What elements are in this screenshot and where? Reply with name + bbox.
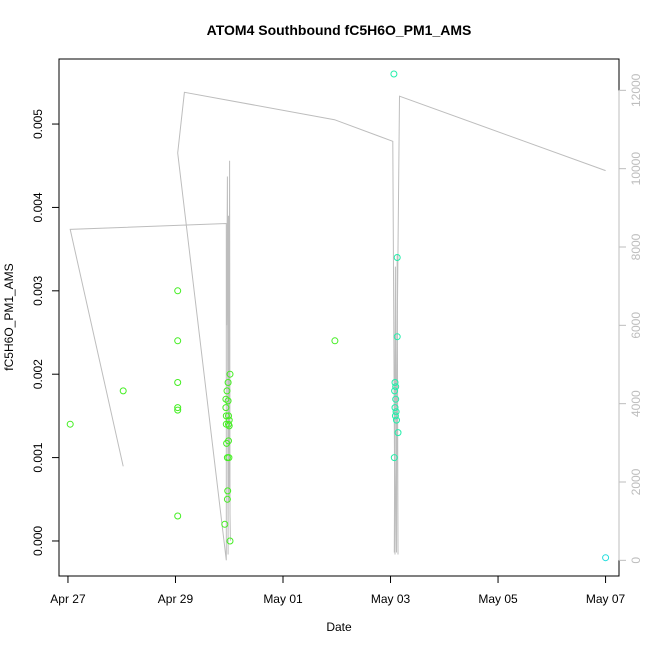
data-point: [392, 383, 400, 391]
y2-tick-label: 4000: [629, 390, 643, 417]
data-point: [391, 412, 399, 420]
data-point: [392, 408, 400, 416]
data-point: [221, 520, 229, 528]
y2-tick-label: 8000: [629, 233, 643, 260]
data-point: [223, 495, 231, 503]
point-layer: [66, 70, 610, 562]
data-point: [394, 429, 402, 437]
data-point: [392, 395, 400, 403]
data-point: [224, 397, 232, 405]
series-line: [393, 254, 399, 555]
x-tick-label: May 07: [586, 592, 626, 606]
y-tick-label: 0.005: [31, 109, 45, 139]
data-point: [225, 454, 233, 462]
x-axis-label: Date: [326, 620, 352, 634]
data-point: [391, 379, 399, 386]
y-tick-label: 0.001: [31, 442, 45, 472]
y-tick-label: 0.004: [31, 192, 45, 222]
data-point: [174, 287, 182, 295]
data-point: [174, 406, 182, 414]
data-point: [225, 437, 232, 445]
data-point: [224, 487, 232, 495]
series-line: [226, 160, 231, 555]
y2-axis: 0 2000 4000 6000 8000 10000 12000: [618, 73, 643, 564]
y2-tick-label: 0: [629, 557, 643, 564]
data-point: [331, 337, 339, 345]
data-point: [225, 422, 233, 430]
data-point: [393, 254, 401, 261]
chart-title: ATOM4 Southbound fC5H6O_PM1_AMS: [207, 22, 472, 38]
series-line: [69, 91, 606, 561]
data-point: [391, 387, 399, 395]
data-point: [174, 337, 182, 345]
y-axis: 0.000 0.001 0.002 0.003 0.004 0.005: [31, 109, 60, 556]
x-tick-label: Apr 27: [50, 592, 86, 606]
x-tick-label: Apr 29: [158, 592, 194, 606]
data-point: [174, 379, 182, 386]
data-point: [223, 387, 231, 395]
data-point: [391, 404, 399, 412]
data-point: [390, 454, 398, 462]
data-point: [224, 379, 232, 386]
data-point: [174, 404, 182, 412]
data-point: [393, 333, 401, 341]
line-layer: [69, 91, 606, 561]
data-point: [174, 512, 182, 520]
data-point: [390, 70, 398, 78]
data-point: [222, 395, 230, 403]
x-tick-label: May 03: [371, 592, 411, 606]
y2-tick-label: 6000: [629, 312, 643, 339]
y-axis-label: fC5H6O_PM1_AMS: [2, 263, 16, 370]
plot-frame: [58, 58, 620, 577]
data-point: [226, 537, 234, 545]
data-point: [66, 420, 74, 428]
data-point: [225, 412, 232, 420]
y2-tick-label: 10000: [629, 152, 643, 186]
y-tick-label: 0.000: [31, 526, 45, 556]
data-point: [119, 387, 127, 395]
y2-tick-label: 2000: [629, 468, 643, 495]
y-tick-label: 0.002: [31, 359, 45, 389]
data-point: [602, 554, 610, 562]
data-point: [393, 416, 400, 424]
y-tick-label: 0.003: [31, 275, 45, 305]
x-tick-label: May 01: [263, 592, 303, 606]
data-point: [222, 404, 230, 412]
y2-tick-label: 12000: [629, 73, 643, 107]
x-tick-label: May 05: [478, 592, 518, 606]
data-point: [226, 370, 234, 378]
x-axis: Apr 27 Apr 29 May 01 May 03 May 05 May 07: [50, 575, 626, 606]
